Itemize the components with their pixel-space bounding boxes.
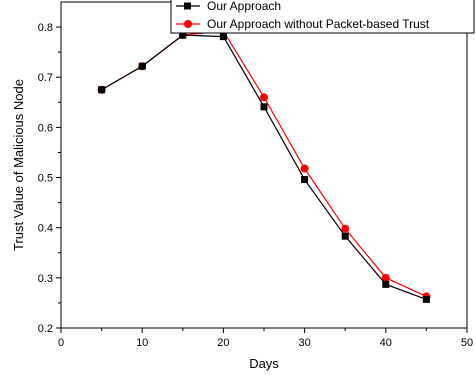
data-point-circle [300,164,309,173]
data-point-circle [381,273,390,282]
data-point-square [219,33,227,41]
y-tick-label: 0.4 [38,223,53,235]
data-point-square [260,103,268,111]
y-tick-label: 0.5 [38,173,53,185]
data-point-square [382,280,390,288]
series-line [101,30,427,297]
legend-circle-marker [184,20,192,28]
series-line [101,34,427,300]
legend-label-our-approach: Our Approach [207,0,281,13]
data-point-square [422,295,430,303]
y-tick-label: 0.2 [38,323,53,335]
y-tick-label: 0.7 [38,72,53,84]
data-point-square [179,31,187,39]
x-tick-label: 10 [136,337,148,349]
plot-frame [60,1,468,329]
legend-label-without-packet: Our Approach without Packet-based Trust [207,17,430,31]
x-tick-label: 0 [58,337,64,349]
x-axis: 0 10 20 30 40 50 [58,328,473,349]
y-axis: 0.2 0.3 0.4 0.5 0.6 0.7 0.8 [38,22,61,335]
legend-box [170,0,475,34]
legend-square-marker [184,2,191,10]
y-axis-title: Trust Value of Malicious Node [11,79,26,251]
y-tick-label: 0.3 [38,273,53,285]
data-point-square [98,86,106,94]
series-0 [98,31,430,303]
series-layer [97,27,431,303]
legend: Our Approach Our Approach without Packet… [170,0,475,34]
series-1 [97,27,431,301]
x-tick-label: 40 [380,337,392,349]
x-tick-label: 20 [217,337,229,349]
data-point-square [301,176,309,184]
y-tick-label: 0.6 [38,122,53,134]
data-point-square [138,62,146,70]
x-tick-label: 50 [461,337,473,349]
y-tick-label: 0.8 [38,22,53,34]
data-point-square [341,232,349,240]
x-axis-title: Days [249,356,279,371]
data-point-circle [260,93,268,102]
x-tick-label: 30 [298,337,310,349]
data-point-circle [341,224,350,233]
